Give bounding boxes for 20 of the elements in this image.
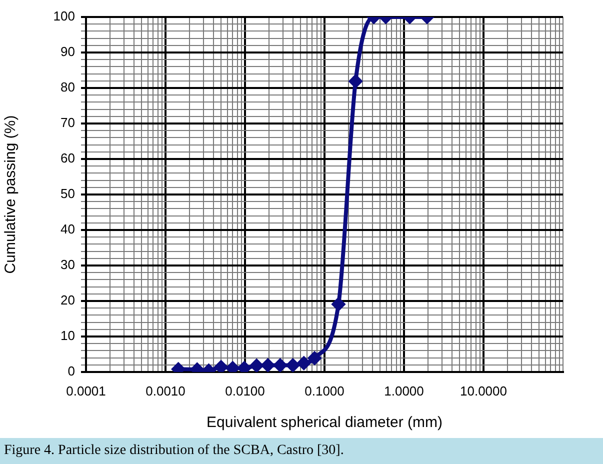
x-axis-title: Equivalent spherical diameter (mm) [206, 414, 442, 432]
y-axis-title: Cumulative passing (%) [2, 115, 20, 274]
y-tick-label: 70 [60, 115, 75, 130]
x-tick-label: 0.0010 [146, 383, 186, 398]
x-tick-label: 0.0001 [66, 383, 106, 398]
y-tick-label: 80 [60, 80, 75, 95]
y-tick-label: 100 [53, 8, 75, 24]
caption: Figure 4. Particle size distribution of the SCBA, Castro [30]. [4, 443, 344, 458]
y-tick-label: 0 [68, 364, 75, 379]
y-tick-label: 20 [60, 292, 75, 308]
x-tick-label: 10.0000 [460, 383, 507, 398]
x-tick-label: 0.1000 [304, 383, 344, 398]
x-tick-label: 1.0000 [384, 383, 424, 398]
y-tick-label: 30 [60, 257, 75, 272]
y-tick-label: 10 [60, 328, 75, 344]
y-tick-label: 50 [60, 186, 75, 202]
y-tick-label: 60 [60, 150, 75, 166]
y-tick-label: 90 [60, 44, 75, 60]
x-tick-label: 0.0100 [225, 383, 265, 398]
y-tick-label: 40 [60, 222, 75, 237]
